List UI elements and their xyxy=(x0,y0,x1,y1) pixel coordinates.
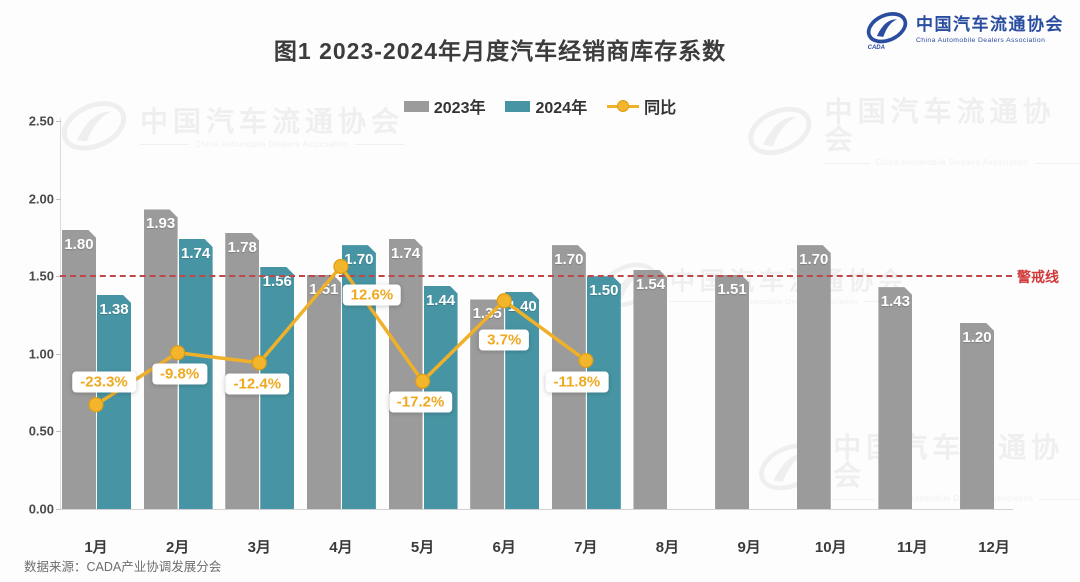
y-axis-tick-label: 0.00 xyxy=(28,501,54,517)
legend-swatch-2024 xyxy=(505,100,531,112)
x-axis-month-label: 9月 xyxy=(737,539,761,556)
legend-item-2023: 2023年 xyxy=(403,94,486,118)
bar-value-label: 1.54 xyxy=(635,275,666,293)
legend-label-2024: 2024年 xyxy=(535,100,588,117)
warning-line-label: 警戒线 xyxy=(1017,269,1059,286)
yoy-marker xyxy=(88,397,104,413)
yoy-marker xyxy=(496,293,512,309)
yoy-marker xyxy=(251,355,267,371)
y-axis-tick-label: 2.50 xyxy=(28,113,54,129)
bar-value-label: 1.74 xyxy=(390,244,421,262)
y-axis-tick-mark xyxy=(56,353,61,355)
bar-2023 xyxy=(797,245,831,509)
x-axis-month-label: 1月 xyxy=(84,539,108,556)
chart-legend: 2023年 2024年 同比 xyxy=(0,94,1080,118)
bar-value-label: 1.78 xyxy=(227,238,257,256)
cada-logo: CADA 中国汽车流通协会 China Automobile Dealers A… xyxy=(864,9,1064,51)
warning-threshold-line xyxy=(60,274,1012,277)
yoy-marker xyxy=(414,373,431,389)
y-axis-tick-label: 1.00 xyxy=(28,346,54,362)
y-axis-tick-mark xyxy=(56,431,61,433)
bar-value-label: 1.93 xyxy=(146,215,176,233)
yoy-marker xyxy=(170,345,186,361)
y-axis-tick-mark xyxy=(56,198,61,200)
x-axis-month-label: 10月 xyxy=(814,539,847,556)
yoy-percent-label: -17.2% xyxy=(388,391,453,413)
y-axis-tick-mark xyxy=(56,121,61,122)
x-axis-month-label: 7月 xyxy=(574,539,598,556)
x-axis-month-label: 6月 xyxy=(492,539,516,556)
bar-value-label: 1.74 xyxy=(181,244,211,262)
y-axis-line xyxy=(60,118,61,509)
bar-2023 xyxy=(633,270,667,509)
y-axis-tick-label: 1.50 xyxy=(28,268,54,284)
x-axis-month-label: 5月 xyxy=(410,539,435,556)
bar-value-label: 1.20 xyxy=(962,328,992,346)
bar-value-label: 1.70 xyxy=(554,251,584,269)
bar-2023 xyxy=(960,323,994,509)
x-axis-month-label: 2月 xyxy=(165,539,190,556)
x-axis-month-label: 12月 xyxy=(978,539,1010,556)
bar-2023 xyxy=(878,287,912,509)
bar-2023 xyxy=(307,275,341,509)
y-axis-tick-mark xyxy=(56,509,61,510)
bar-value-label: 1.70 xyxy=(344,251,374,269)
legend-line-marker-icon xyxy=(607,100,640,112)
legend-label-yoy: 同比 xyxy=(644,100,677,117)
legend-label-2023: 2023年 xyxy=(433,100,486,117)
bar-value-label: 1.70 xyxy=(799,251,829,269)
legend-item-yoy: 同比 xyxy=(607,94,676,118)
svg-text:CADA: CADA xyxy=(868,45,885,51)
bar-2023 xyxy=(715,275,749,509)
x-axis-month-label: 4月 xyxy=(329,539,353,556)
bar-value-label: 1.44 xyxy=(425,291,456,309)
bar-value-label: 1.56 xyxy=(262,272,292,290)
x-axis-month-label: 11月 xyxy=(896,539,928,556)
yoy-percent-label: -12.4% xyxy=(225,373,290,395)
x-axis-line xyxy=(60,509,1013,510)
x-axis-month-label: 8月 xyxy=(655,539,680,556)
bar-2024 xyxy=(505,292,539,509)
watermark: 中国汽车流通协会 China Automobile Dealers Associ… xyxy=(58,96,405,160)
bar-value-label: 1.80 xyxy=(64,235,94,253)
yoy-percent-label: -23.3% xyxy=(72,371,136,393)
chart-title: 图1 2023-2024年月度汽车经销商库存系数 xyxy=(273,38,727,64)
logo-en-text: China Automobile Dealers Association xyxy=(916,36,1046,44)
legend-item-2024: 2024年 xyxy=(505,94,587,118)
bar-value-label: 1.38 xyxy=(99,300,129,318)
y-axis-tick-mark xyxy=(56,276,61,278)
legend-swatch-2023 xyxy=(403,100,429,112)
y-axis-tick-label: 2.00 xyxy=(28,191,54,207)
cada-swoosh-icon: CADA xyxy=(866,12,908,51)
yoy-marker xyxy=(578,352,594,369)
x-axis-month-label: 3月 xyxy=(247,539,271,556)
yoy-percent-label: 3.7% xyxy=(479,329,530,351)
yoy-percent-label: 12.6% xyxy=(342,284,402,306)
bar-value-label: 1.43 xyxy=(880,293,910,311)
yoy-percent-label: -9.8% xyxy=(152,363,208,385)
yoy-marker xyxy=(333,258,349,275)
watermark: 中国汽车流通协会 China Automobile Dealers Associ… xyxy=(745,98,1080,167)
y-axis-tick-label: 0.50 xyxy=(28,423,54,439)
bar-2023 xyxy=(144,209,178,509)
yoy-percent-label: -11.8% xyxy=(545,371,609,393)
bar-value-label: 1.51 xyxy=(717,280,747,298)
data-source-note: 数据来源：CADA产业协调发展分会 xyxy=(24,560,222,574)
logo-cn-text: 中国汽车流通协会 xyxy=(916,14,1064,34)
bar-value-label: 1.50 xyxy=(589,282,619,300)
bar-2023 xyxy=(225,233,259,509)
